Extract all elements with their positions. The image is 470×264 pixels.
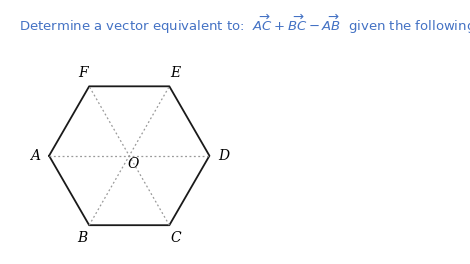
Text: Determine a vector equivalent to:  $\overrightarrow{AC} + \overrightarrow{BC} - : Determine a vector equivalent to: $\over… [19, 13, 470, 36]
Text: B: B [78, 231, 88, 245]
Text: F: F [78, 67, 87, 81]
Text: E: E [171, 67, 181, 81]
Text: D: D [218, 149, 229, 163]
Text: C: C [171, 231, 181, 245]
Text: O: O [127, 157, 139, 171]
Text: A: A [30, 149, 39, 163]
